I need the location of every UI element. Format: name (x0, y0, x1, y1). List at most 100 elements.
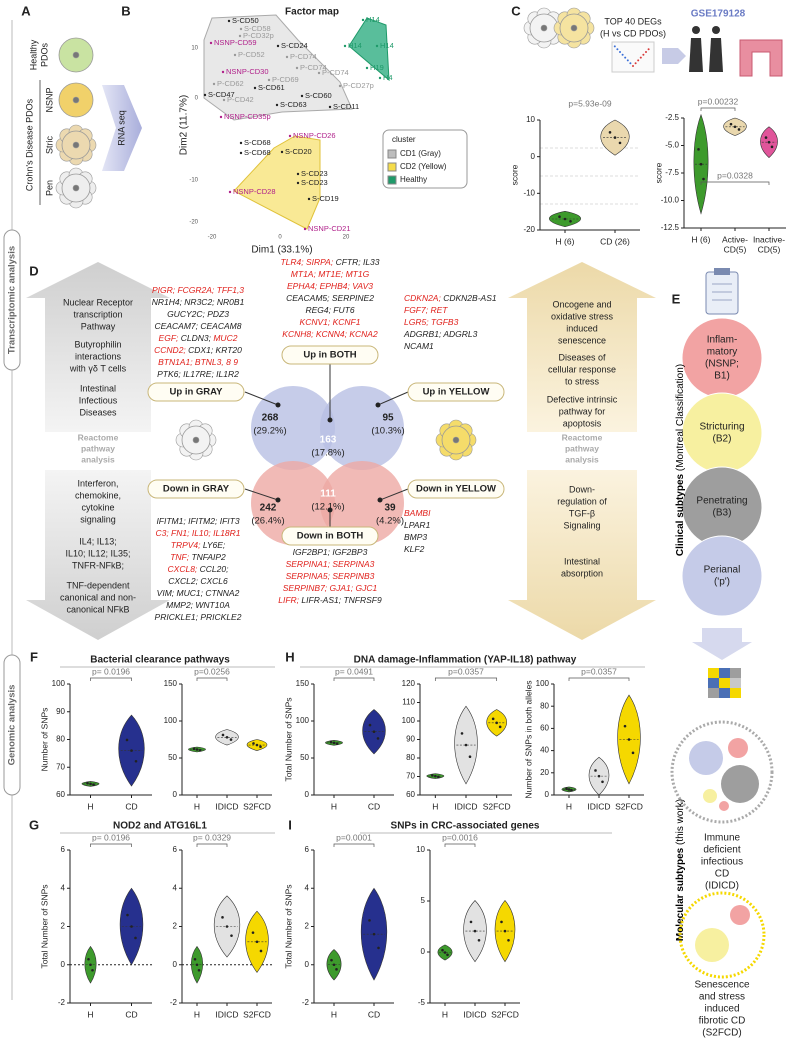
rotated-label: Clinical subtypes (Montreal Classificati… (675, 364, 686, 556)
label: p= 0.0196 (92, 832, 130, 842)
label: S-CD11 (333, 102, 359, 111)
label: TNF-dependent (66, 580, 130, 590)
pathway-arrow (508, 470, 656, 640)
volcano-dot (642, 53, 645, 56)
sample-point (203, 93, 207, 97)
p-bracket (196, 843, 228, 847)
label: S-CD23 (301, 178, 328, 187)
label: Pathway (81, 321, 116, 331)
label: 2 (173, 922, 178, 931)
label: -10 (189, 178, 198, 184)
text-part: BTN1A1; BTNL3, 8 9 (158, 357, 238, 367)
p-bracket (700, 181, 770, 185)
label: P-CD74 (322, 68, 349, 77)
connector (244, 391, 279, 406)
sample-point (238, 34, 242, 38)
clipboard-clip (714, 268, 730, 275)
label: induced (704, 1004, 739, 1015)
label: (12.1%) (311, 502, 344, 513)
sample-point (307, 197, 311, 201)
label: (B3) (713, 508, 732, 519)
gene-line: SERPINB7; GJA1; GJC1 (283, 583, 378, 593)
sample-point (361, 18, 365, 22)
violin-dot (377, 946, 380, 950)
label: H (432, 801, 438, 811)
label: S-CD50 (232, 16, 259, 25)
label: 39 (384, 503, 396, 514)
sample-point (338, 84, 342, 88)
text-part: NCAM1 (404, 341, 434, 351)
label: to stress (565, 376, 600, 386)
text-part: KCNV1; KCNF1 (300, 317, 361, 327)
label: 10 (416, 845, 425, 854)
text-part: LIFR-AS1; TNFRSF9 (301, 595, 382, 605)
violin-dot (195, 963, 199, 967)
connector-dot (327, 507, 333, 513)
label: pathway for (559, 406, 606, 416)
label: 90 (56, 707, 65, 716)
text-part: (Montreal Classification) (675, 364, 686, 474)
connector (244, 488, 279, 501)
label: 6 (173, 845, 178, 854)
label: NSNP-CD59 (214, 38, 257, 47)
gene-line: LGR5; TGFB3 (404, 317, 459, 327)
label: CD (125, 801, 137, 811)
label: Defective intrinsic (547, 394, 618, 404)
label: S2FCD (483, 801, 511, 811)
sample-point (317, 71, 321, 75)
organoid-lumen (72, 51, 80, 59)
label: 268 (262, 413, 279, 424)
p-bracket (444, 843, 476, 847)
person-body (689, 38, 703, 72)
text-part: EGF; (159, 333, 181, 343)
connector-dot (327, 417, 333, 423)
text-part: BMP3 (404, 532, 427, 542)
label: 0 (173, 790, 178, 799)
volcano-dot (639, 56, 642, 59)
text-part: PIGR; FCGR2A; TFF1,3 (152, 285, 244, 295)
label: 100 (536, 679, 550, 688)
text-part: GUCY2C; PDZ3 (167, 309, 229, 319)
label: score (509, 164, 519, 185)
label: Immune (704, 833, 741, 844)
label: Inactive- (753, 234, 785, 244)
label: analysis (81, 454, 115, 464)
gene-line: LIFR; LIFR-AS1; TNFRSF9 (278, 595, 382, 605)
text-part: Clinical subtypes (675, 473, 686, 556)
sample-point (275, 103, 279, 107)
gene-line: CDKN2A; CDKN2B-AS1 (404, 293, 497, 303)
violin-dot (477, 938, 481, 942)
sample-point (300, 94, 304, 98)
connector-dot (375, 402, 381, 408)
label: chemokine, (75, 490, 121, 500)
text-part: LGR5; TGFB3 (404, 317, 459, 327)
text-part: EPHA4; EPHB4; VAV3 (287, 281, 373, 291)
violin-dot (594, 769, 597, 772)
sample-point (343, 44, 347, 48)
label: -20 (189, 220, 198, 226)
violin-dot (134, 759, 138, 763)
connector-dot (275, 402, 281, 408)
violin-dot (193, 957, 197, 961)
text-part: TNFAIP2 (191, 552, 226, 562)
label: IL4; IL13; (79, 536, 117, 546)
venn-set (320, 461, 404, 545)
label: signaling (80, 514, 116, 524)
label: F (30, 649, 38, 664)
label: 2 (61, 922, 66, 931)
label: Interferon, (77, 478, 118, 488)
label: Intestinal (564, 556, 600, 566)
violin-dot (259, 745, 262, 749)
text-part: MUC2 (213, 333, 237, 343)
label: Up in BOTH (303, 350, 356, 361)
label: -5.0 (665, 141, 679, 150)
gene-line: PRICKLE1; PRICKLE2 (155, 612, 242, 622)
label: -2 (302, 998, 310, 1007)
heatmap-cell (719, 668, 730, 678)
label: IDICD (215, 801, 238, 811)
label: NSNP-CD26 (293, 131, 336, 140)
sample-point (239, 27, 243, 31)
rna-arrow (102, 85, 142, 171)
label: E (672, 291, 681, 306)
label: 150 (296, 679, 310, 688)
